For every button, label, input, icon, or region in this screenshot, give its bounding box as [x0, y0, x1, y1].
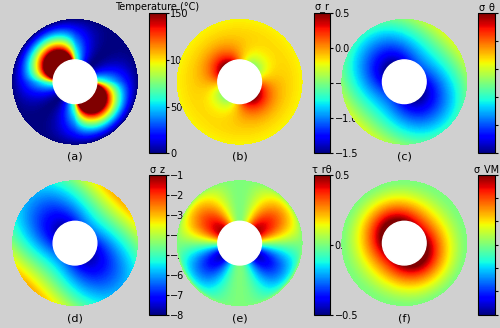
Title: Temperature (°C): Temperature (°C): [116, 2, 200, 12]
Text: (c): (c): [397, 152, 411, 162]
Title: σ_r: σ_r: [314, 3, 330, 13]
Circle shape: [53, 60, 97, 104]
Title: τ_rθ: τ_rθ: [312, 164, 332, 174]
Title: σ_z: σ_z: [150, 165, 166, 174]
Text: (f): (f): [398, 313, 410, 323]
Circle shape: [218, 221, 262, 265]
Title: σ_VM: σ_VM: [474, 164, 500, 174]
Text: (e): (e): [232, 313, 248, 323]
Circle shape: [382, 221, 426, 265]
Circle shape: [218, 60, 262, 104]
Text: (a): (a): [67, 152, 83, 162]
Text: (b): (b): [232, 152, 248, 162]
Text: (d): (d): [67, 313, 83, 323]
Circle shape: [53, 221, 97, 265]
Circle shape: [382, 60, 426, 104]
Title: σ_θ: σ_θ: [478, 2, 495, 13]
